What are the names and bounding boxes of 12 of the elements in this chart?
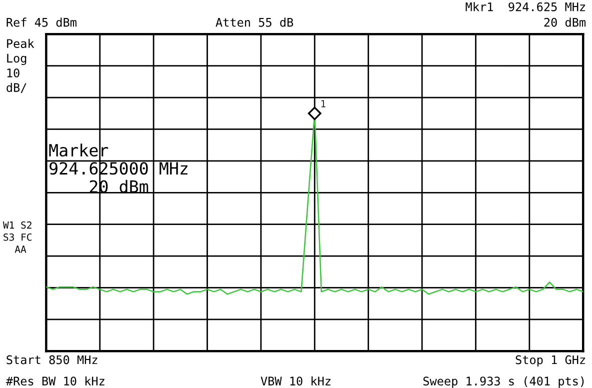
text: VBW 10 kHz xyxy=(260,376,330,386)
text: Sweep 1.933 s (401 pts) xyxy=(423,376,584,388)
text: Peak Log 10 dB/ xyxy=(6,38,34,93)
text: Ref 45 dBm xyxy=(6,18,76,27)
text: 1 xyxy=(321,100,326,108)
text: Mkr1 924.625 MHz xyxy=(466,2,585,12)
text: Stop 1 GHz xyxy=(516,355,585,367)
text: Atten 55 dB xyxy=(216,18,294,27)
text: Start 850 MHz xyxy=(6,355,98,364)
text: #Res BW 10 kHz xyxy=(6,376,104,386)
text: W1 S2 S3 FC AA xyxy=(2,221,32,253)
text: 20 dBm xyxy=(544,18,586,27)
